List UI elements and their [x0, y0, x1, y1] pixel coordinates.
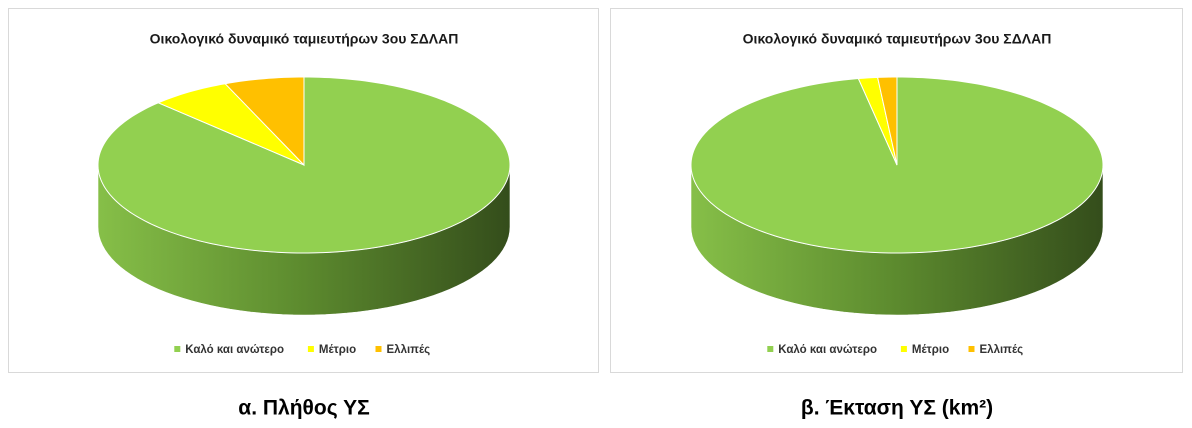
- legend-swatch: [968, 346, 975, 352]
- caption: α. Πλήθος ΥΣ: [238, 397, 369, 420]
- slice: [224, 76, 305, 167]
- slice: [157, 83, 305, 166]
- chart: Οικολογικό δυναμικό ταμιευτήρων 3ου ΣΔΛΑ…: [610, 8, 1183, 420]
- slice: [876, 76, 898, 166]
- chart-title: Οικολογικό δυναμικό ταμιευτήρων 3ου ΣΔΛΑ…: [150, 31, 459, 47]
- legend-swatch: [767, 346, 774, 352]
- legend-swatch: [307, 346, 314, 352]
- chart-title: Οικολογικό δυναμικό ταμιευτήρων 3ου ΣΔΛΑ…: [743, 31, 1052, 47]
- legend-label: Καλό και ανώτερο: [778, 344, 877, 356]
- legend-label: Ελλιπές: [980, 344, 1024, 356]
- legend-label: Μέτριο: [319, 344, 356, 356]
- legend-swatch: [174, 346, 181, 352]
- chart: Οικολογικό δυναμικό ταμιευτήρων 3ου ΣΔΛΑ…: [8, 8, 599, 420]
- legend-swatch: [375, 346, 382, 352]
- legend-swatch: [900, 346, 907, 352]
- legend-label: Ελλιπές: [387, 344, 431, 356]
- legend-label: Καλό και ανώτερο: [185, 344, 284, 356]
- legend-label: Μέτριο: [912, 344, 949, 356]
- caption: β. Έκταση ΥΣ (km²): [801, 397, 993, 420]
